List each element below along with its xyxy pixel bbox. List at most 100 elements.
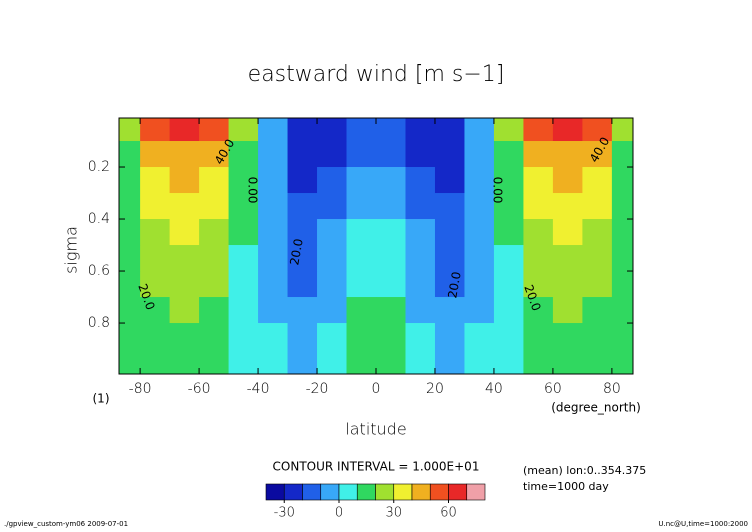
cell (317, 271, 348, 298)
cell (119, 297, 141, 324)
cell (523, 349, 554, 374)
cell (169, 349, 200, 374)
cell (434, 297, 465, 324)
cell (582, 297, 613, 324)
cell (376, 193, 406, 220)
cell (405, 167, 436, 194)
cell (493, 323, 524, 350)
cell (119, 118, 141, 142)
cell (317, 118, 348, 142)
y-tick-label: 0.8 (88, 315, 110, 331)
cell (317, 141, 348, 168)
cell (552, 271, 583, 298)
cell (119, 349, 141, 374)
cell (582, 141, 613, 168)
colorbar-cell (356, 483, 376, 501)
cell (199, 349, 230, 374)
cell (169, 167, 200, 194)
y-tick-label: 0.4 (88, 211, 110, 227)
cell (317, 323, 348, 350)
cell (493, 141, 524, 168)
x-tick-label: 20 (426, 381, 444, 397)
x-unit: (degree_north) (551, 401, 641, 415)
cell (346, 271, 377, 298)
colorbar-tick-label: 60 (440, 506, 457, 521)
cell (258, 271, 289, 298)
cell (434, 245, 465, 272)
colorbar-cell (265, 483, 285, 501)
cell (523, 271, 554, 298)
cell (199, 323, 230, 350)
cell (523, 193, 554, 220)
cell (317, 349, 348, 374)
field (119, 118, 633, 374)
cell (434, 141, 465, 168)
cell (199, 297, 230, 324)
cell (611, 193, 633, 220)
cell (493, 167, 524, 194)
cell (552, 193, 583, 220)
cell (199, 219, 230, 246)
cell (317, 245, 348, 272)
cell (169, 193, 200, 220)
cell (405, 118, 436, 142)
cell (464, 297, 495, 324)
cell (552, 219, 583, 246)
cell (434, 219, 465, 246)
x-tick-label: 80 (603, 381, 621, 397)
x-tick-label: -80 (129, 381, 152, 397)
cell (464, 141, 495, 168)
cell (434, 167, 465, 194)
cell (169, 118, 200, 142)
cell (317, 219, 348, 246)
cell (169, 245, 200, 272)
cell (611, 323, 633, 350)
cell (287, 193, 318, 220)
cell (611, 271, 633, 298)
x-tick-label: -20 (306, 381, 329, 397)
colorbar-cell (302, 483, 322, 501)
cell (552, 349, 583, 374)
contour-label: 0.00 (491, 177, 505, 204)
cell (582, 323, 613, 350)
cell (258, 323, 289, 350)
cell (434, 193, 465, 220)
cell (140, 167, 171, 194)
cell (169, 297, 200, 324)
cell (169, 271, 200, 298)
cell (287, 245, 318, 272)
cell (119, 245, 141, 272)
cell (287, 118, 318, 142)
cell (552, 167, 583, 194)
cell (346, 349, 377, 374)
cell (464, 219, 495, 246)
cell (228, 323, 259, 350)
cell (376, 349, 406, 374)
contour-label: 20.0 (445, 271, 463, 300)
cell (405, 349, 436, 374)
cell (376, 118, 406, 142)
cell (552, 297, 583, 324)
cell (464, 271, 495, 298)
cell (258, 193, 289, 220)
cell (434, 349, 465, 374)
cell (258, 219, 289, 246)
colorbar-tick-label: 30 (385, 506, 402, 521)
cell (140, 141, 171, 168)
cell (346, 219, 377, 246)
cell (228, 271, 259, 298)
cell (611, 219, 633, 246)
cell (346, 193, 377, 220)
colorbar-cell (411, 483, 431, 501)
cell (258, 118, 289, 142)
cell (582, 219, 613, 246)
cell (140, 245, 171, 272)
colorbar-cell (393, 483, 413, 501)
cell (287, 219, 318, 246)
cell (140, 349, 171, 374)
cell (346, 245, 377, 272)
cell (464, 349, 495, 374)
cell (199, 167, 230, 194)
cell (346, 323, 377, 350)
cell (611, 245, 633, 272)
